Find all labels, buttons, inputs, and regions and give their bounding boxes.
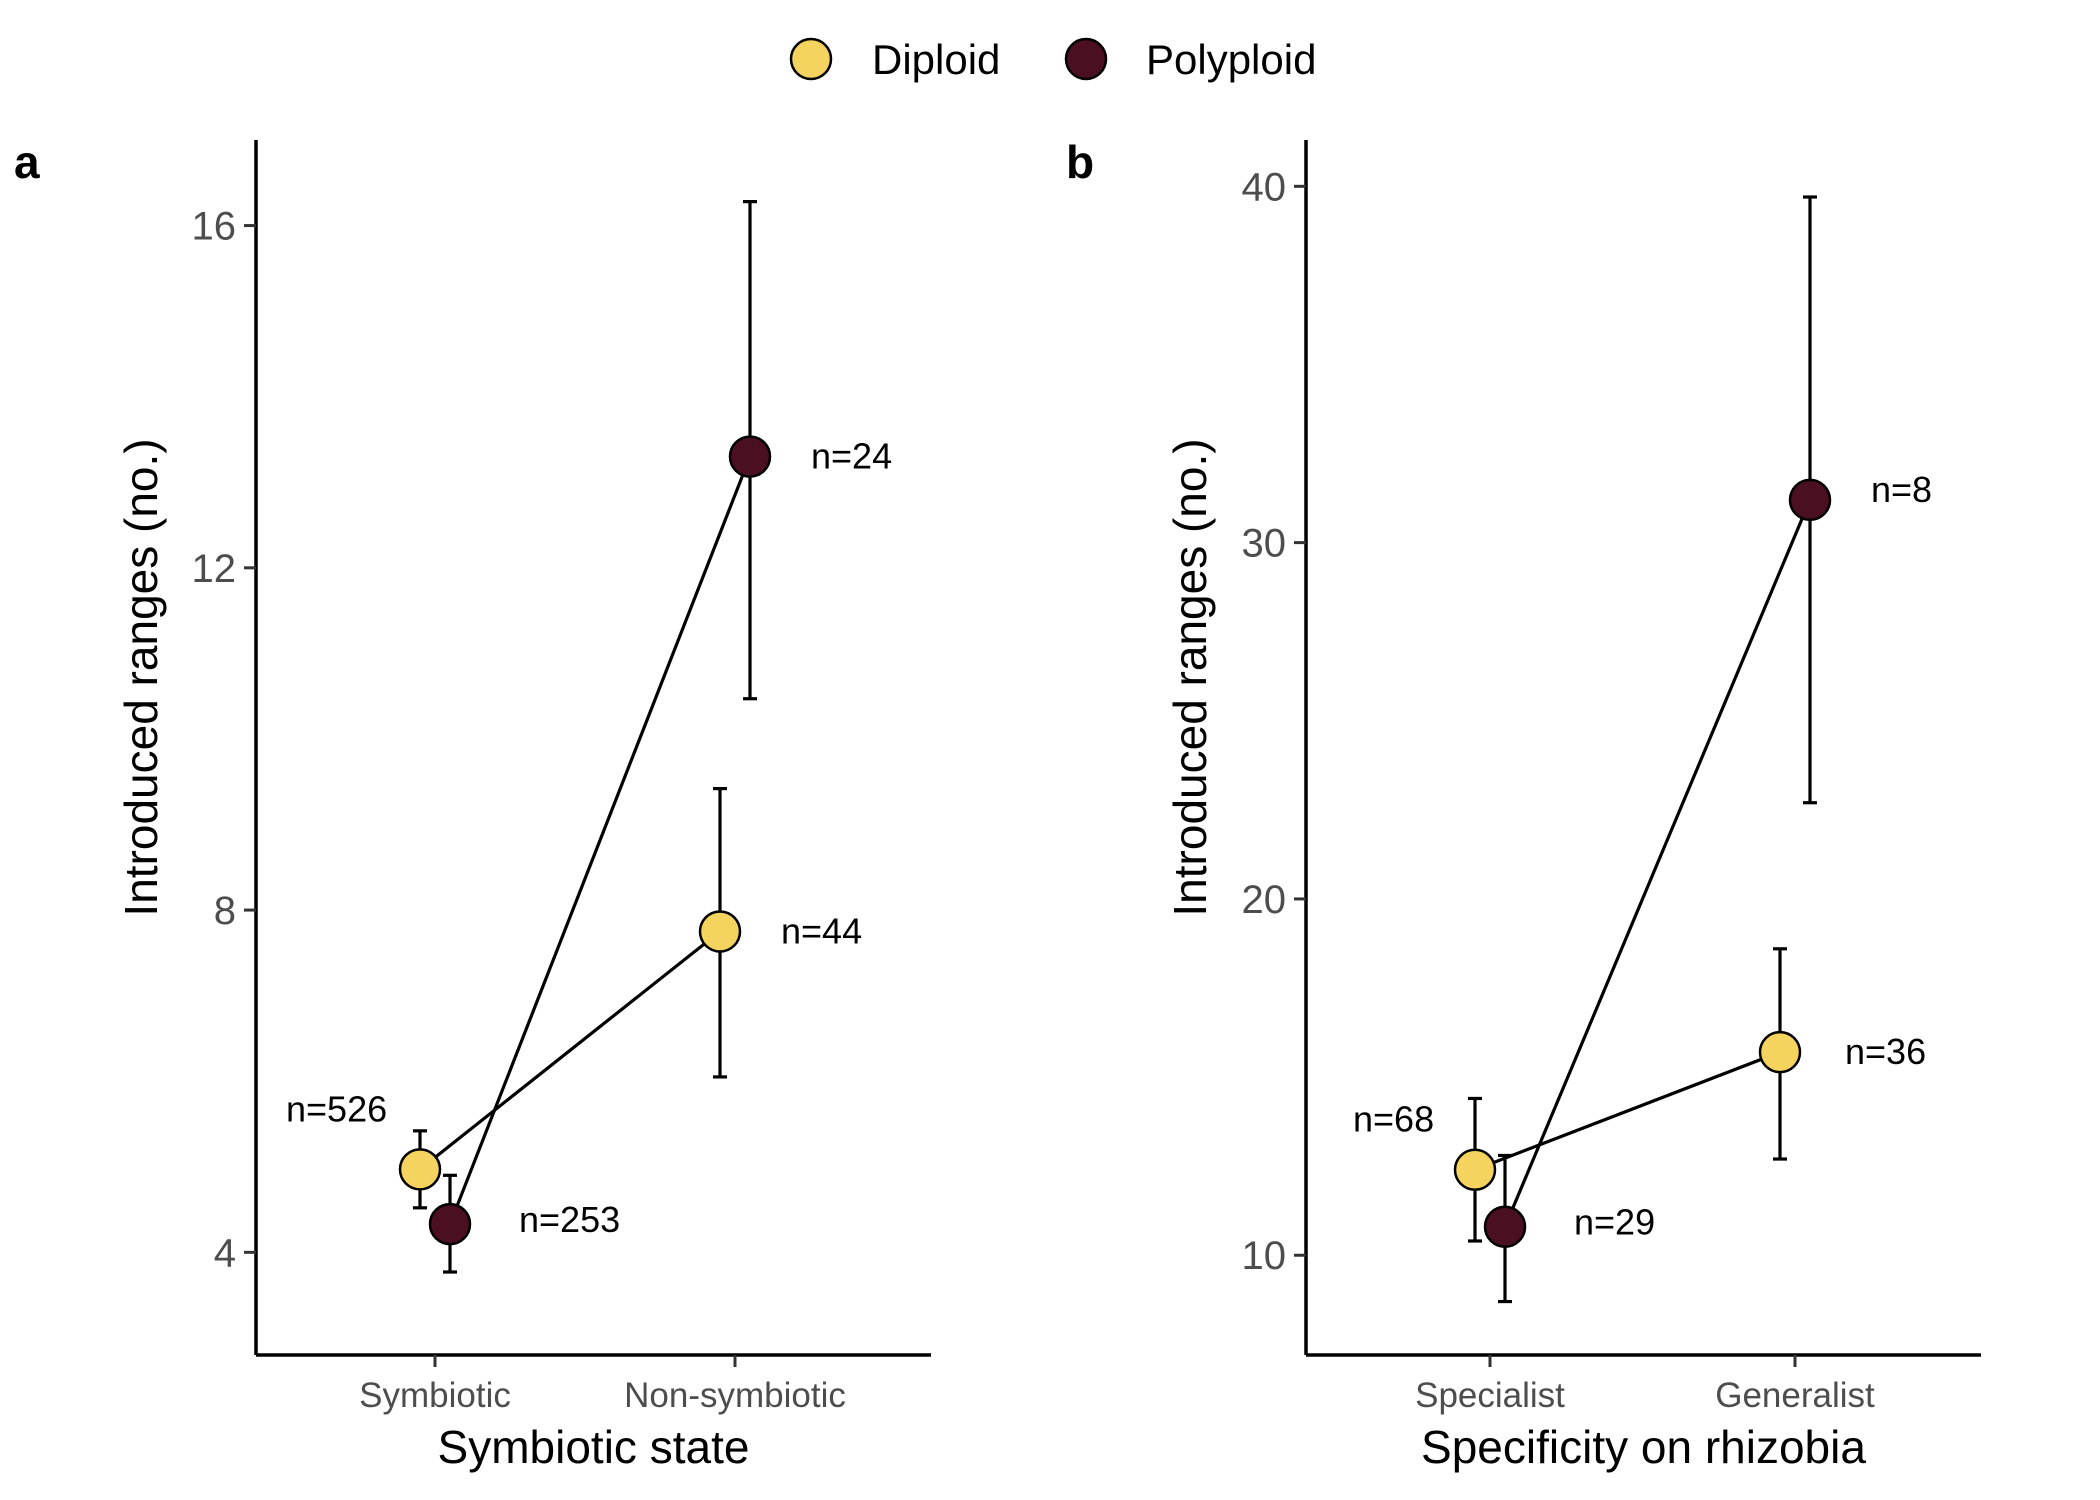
legend-label-diploid: Diploid	[872, 36, 1000, 83]
data-point-diploid	[1453, 1148, 1497, 1191]
panel-tag: b	[1066, 136, 1094, 188]
y-tick-label: 4	[214, 1231, 236, 1275]
data-point-diploid	[1758, 1030, 1802, 1074]
y-tick-label: 12	[192, 547, 237, 591]
x-tick-label: Generalist	[1715, 1376, 1875, 1415]
legend-marker-polyploid	[1064, 37, 1108, 81]
x-tick-label: Symbiotic	[359, 1376, 511, 1415]
n-label: n=36	[1845, 1031, 1926, 1072]
n-label: n=253	[519, 1199, 620, 1240]
series-line-polyploid	[448, 456, 752, 1225]
x-tick-label: Non-symbiotic	[624, 1376, 846, 1415]
panel-tag: a	[14, 136, 40, 188]
y-axis-title: Introduced ranges (no.)	[115, 438, 167, 916]
data-point-polyploid	[428, 1202, 472, 1246]
x-axis-title: Symbiotic state	[438, 1421, 750, 1473]
n-label: n=29	[1574, 1202, 1655, 1243]
y-axis-title: Introduced ranges (no.)	[1164, 438, 1216, 916]
data-point-diploid	[698, 910, 742, 953]
y-tick-label: 10	[1242, 1234, 1287, 1278]
y-tick-label: 30	[1242, 522, 1287, 566]
series-line-polyploid	[1503, 499, 1812, 1228]
n-label: n=526	[286, 1088, 387, 1129]
legend-label-polyploid: Polyploid	[1146, 36, 1316, 83]
n-label: n=8	[1871, 469, 1932, 510]
panel-b: b 10 20 30 40 Specialist Generalist Specificity…	[1066, 136, 1981, 1473]
data-point-diploid	[398, 1148, 442, 1191]
series-line-diploid	[419, 930, 721, 1171]
series-line-diploid	[1474, 1050, 1781, 1172]
x-axis-title: Specificity on rhizobia	[1421, 1421, 1866, 1473]
y-tick-label: 40	[1242, 165, 1287, 209]
legend-marker-diploid	[789, 37, 833, 81]
y-tick-label: 16	[192, 205, 237, 249]
data-point-polyploid	[1788, 478, 1832, 522]
data-point-polyploid	[728, 435, 772, 478]
n-label: n=24	[811, 436, 892, 477]
n-label: n=44	[781, 910, 862, 951]
n-label: n=68	[1353, 1099, 1434, 1140]
data-point-polyploid	[1483, 1205, 1527, 1248]
y-tick-label: 20	[1242, 878, 1287, 922]
x-tick-label: Specialist	[1415, 1376, 1565, 1415]
y-tick-label: 8	[214, 889, 236, 933]
panel-a: a 4 8 12 16 Symbiotic Non-symbiotic Symbiotic s…	[14, 136, 931, 1473]
legend: Diploid Polyploid	[789, 36, 1316, 83]
